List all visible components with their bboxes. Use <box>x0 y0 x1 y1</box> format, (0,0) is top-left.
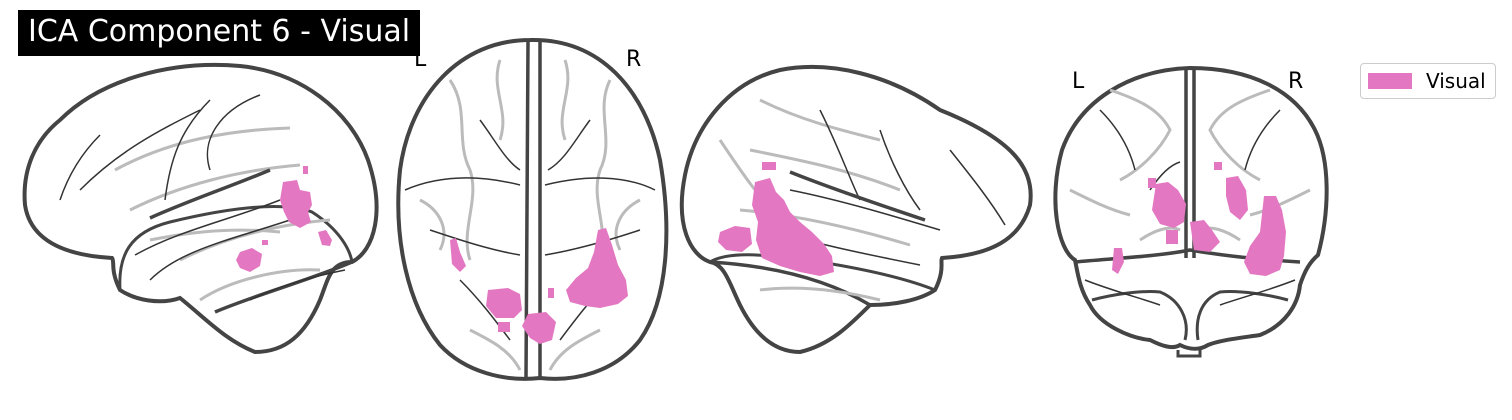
temporal-lobe-outline <box>118 205 354 291</box>
brain-view-coronal: L R <box>1053 65 1329 358</box>
activation-cluster <box>718 162 834 276</box>
axial-right-label: R <box>626 47 641 72</box>
cerebellum-outline <box>214 260 353 314</box>
inner-sulci <box>404 119 656 341</box>
legend-swatch <box>1368 73 1412 89</box>
brain-outline <box>679 64 1033 355</box>
brain-view-sagittal-left <box>22 62 379 355</box>
brain-view-axial: L R <box>396 37 669 381</box>
shadow-sulci <box>419 59 641 371</box>
legend: Visual <box>1360 63 1496 99</box>
coronal-right-label: R <box>1288 69 1303 94</box>
sylvian-fissure <box>149 168 271 220</box>
brain-outline <box>22 62 379 355</box>
brain-outline <box>1053 65 1329 351</box>
cerebellar-lobes <box>1091 290 1289 358</box>
sylvian-fissure <box>789 170 926 222</box>
activation-cluster <box>450 228 628 344</box>
activation-cluster <box>1112 162 1286 276</box>
coronal-left-label: L <box>1072 69 1085 94</box>
figure-title: ICA Component 6 - Visual <box>18 10 421 56</box>
brain-view-sagittal-right <box>679 64 1033 355</box>
legend-label: Visual <box>1426 69 1486 93</box>
shadow-sulci <box>114 126 331 302</box>
activation-cluster <box>236 166 332 272</box>
inner-sulci <box>59 94 346 301</box>
